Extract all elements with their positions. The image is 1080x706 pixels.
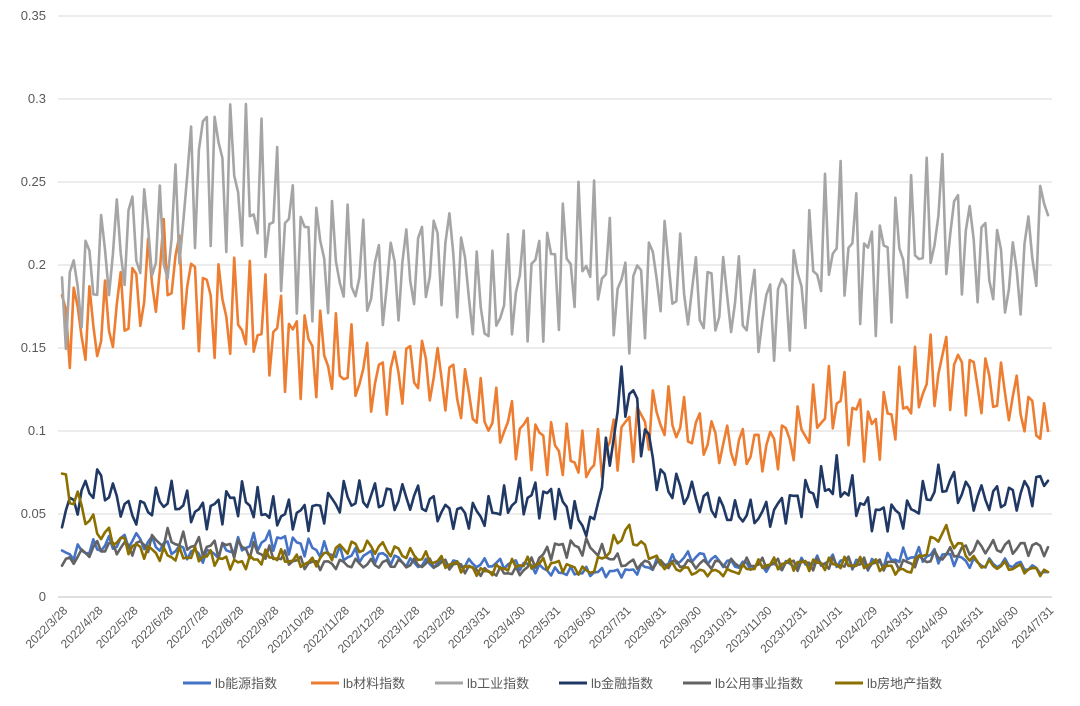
- series-line: [60, 365, 1050, 538]
- series-line: [60, 526, 1050, 578]
- y-axis-tick-labels: 0 0.05 0.1 0.15 0.2 0.25 0.3 0.35: [21, 8, 46, 604]
- legend-label: lb工业指数: [467, 676, 529, 691]
- y-tick-label: 0.3: [28, 91, 46, 106]
- y-tick-label: 0.35: [21, 8, 46, 23]
- series-line: [60, 217, 1050, 479]
- legend-label: lb能源指数: [215, 676, 277, 691]
- y-tick-label: 0.1: [28, 423, 46, 438]
- y-tick-label: 0.05: [21, 506, 46, 521]
- series-lines: [60, 102, 1050, 579]
- x-axis-tick-labels: 2022/3/282022/4/282022/5/282022/6/282022…: [23, 603, 1057, 656]
- series-line: [60, 472, 1050, 578]
- legend-label: lb公用事业指数: [715, 676, 803, 691]
- y-tick-label: 0: [39, 589, 46, 604]
- y-tick-label: 0.2: [28, 257, 46, 272]
- legend: lb能源指数 lb材料指数 lb工业指数 lb金融指数 lb公用事业指数 lb房地产指数: [183, 676, 942, 691]
- series-line: [60, 102, 1050, 363]
- y-tick-label: 0.25: [21, 174, 46, 189]
- legend-label: lb房地产指数: [867, 676, 942, 691]
- y-tick-label: 0.15: [21, 340, 46, 355]
- legend-label: lb材料指数: [343, 676, 405, 691]
- legend-label: lb金融指数: [591, 676, 653, 691]
